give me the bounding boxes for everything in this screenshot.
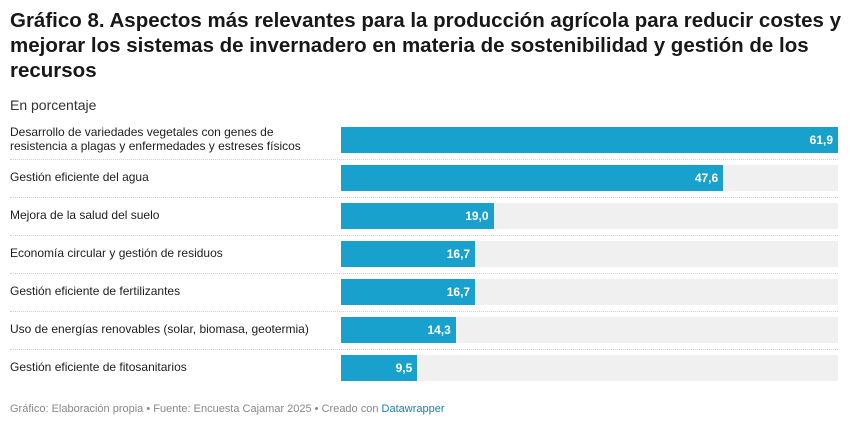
bar: 16,7 [341, 279, 476, 305]
data-label: 19,0 [465, 209, 489, 223]
bar-row: Gestión eficiente del agua 47,6 [0, 158, 856, 196]
bar-track: 9,5 [341, 355, 838, 381]
footer-source: Gráfico: Elaboración propia • Fuente: En… [10, 403, 382, 415]
bar: 61,9 [341, 127, 838, 153]
bar-row: Gestión eficiente de fertilizantes 16,7 [0, 272, 856, 310]
bar-row: Economía circular y gestión de residuos 1… [0, 234, 856, 272]
row-separator [10, 311, 838, 312]
bar-track: 16,7 [341, 279, 838, 305]
category-label: Mejora de la salud del suelo [10, 208, 160, 222]
datawrapper-link[interactable]: Datawrapper [381, 403, 445, 415]
bar: 16,7 [341, 241, 476, 267]
row-separator [10, 197, 838, 198]
category-label: Gestión eficiente de fitosanitarios [10, 360, 187, 374]
bar: 47,6 [341, 165, 724, 191]
data-label: 61,9 [809, 133, 833, 147]
row-separator [10, 159, 838, 160]
chart-title: Gráfico 8. Aspectos más relevantes para … [10, 9, 841, 82]
category-label: Economía circular y gestión de residuos [10, 246, 223, 260]
category-label: Uso de energías renovables (solar, bioma… [10, 322, 309, 336]
bar-track: 19,0 [341, 203, 838, 229]
data-label: 14,3 [427, 323, 451, 337]
row-separator [10, 235, 838, 236]
bar-row: Gestión eficiente de fitosanitarios 9,5 [0, 348, 856, 386]
data-label: 16,7 [446, 285, 471, 299]
bar: 14,3 [341, 317, 456, 343]
chart-subtitle: En porcentaje [10, 97, 97, 113]
bar-track: 47,6 [341, 165, 838, 191]
data-label: 16,7 [446, 247, 471, 261]
bar-track: 16,7 [341, 241, 838, 267]
bar-row: Desarrollo de variedades vegetales con g… [0, 120, 856, 158]
bar: 9,5 [341, 355, 418, 381]
bar-track: 14,3 [341, 317, 838, 343]
bar-chart: Desarrollo de variedades vegetales con g… [0, 120, 856, 390]
category-label: Desarrollo de variedades vegetales con g… [10, 125, 301, 153]
category-label: Gestión eficiente de fertilizantes [10, 284, 181, 298]
data-label: 9,5 [395, 361, 413, 375]
bar-track: 61,9 [341, 127, 838, 153]
bar: 19,0 [341, 203, 494, 229]
row-separator [10, 349, 838, 350]
bar-row: Uso de energías renovables (solar, bioma… [0, 310, 856, 348]
data-label: 47,6 [694, 171, 719, 185]
bar-row: Mejora de la salud del suelo 19,0 [0, 196, 856, 234]
category-label: Gestión eficiente del agua [10, 170, 149, 184]
chart-footer: Gráfico: Elaboración propia • Fuente: En… [10, 403, 445, 415]
row-separator [10, 273, 838, 274]
